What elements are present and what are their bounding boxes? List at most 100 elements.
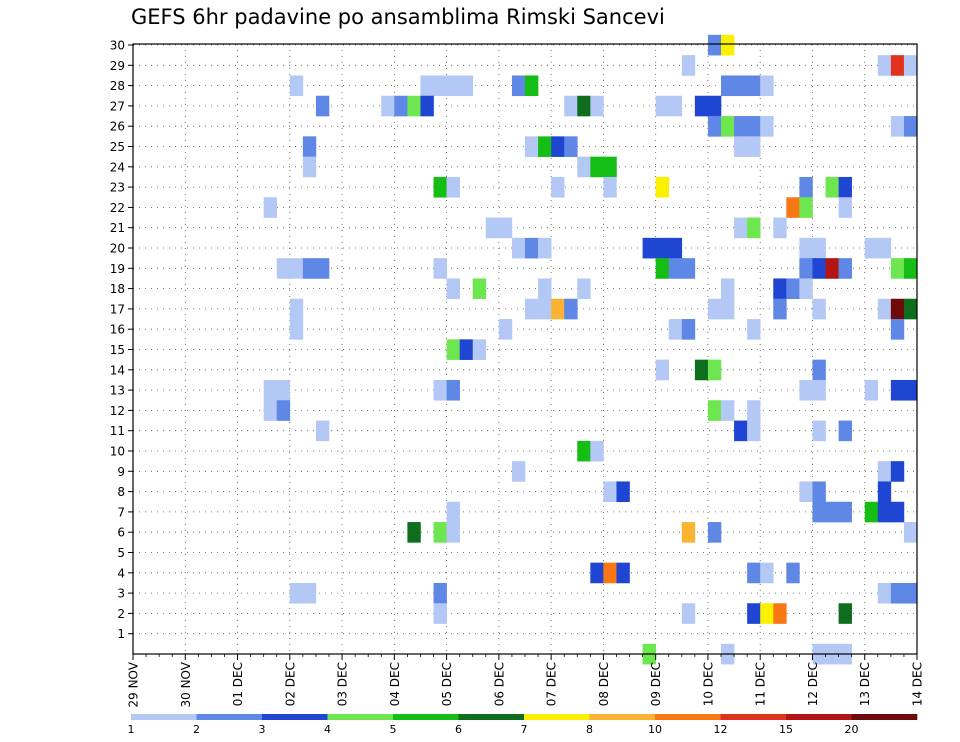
heatmap-cell: [276, 379, 291, 401]
heatmap-cell: [433, 603, 447, 624]
heatmap-cell: [289, 75, 304, 97]
heatmap-cell: [577, 278, 591, 300]
heatmap-cell: [459, 75, 474, 97]
colorbar-segment: [720, 714, 787, 720]
colorbar-label: 4: [324, 723, 331, 736]
heatmap-cell: [838, 420, 852, 442]
heatmap-cell: [655, 95, 670, 117]
heatmap-cell: [302, 156, 317, 178]
heatmap-cell: [903, 582, 918, 604]
heatmap-cell: [433, 75, 447, 97]
colorbar-label: 15: [779, 723, 793, 736]
y-tick-label: 23: [110, 181, 125, 195]
heatmap-cell: [694, 95, 709, 117]
heatmap-cell: [890, 258, 905, 279]
heatmap-cell: [747, 217, 761, 239]
heatmap-cell: [538, 136, 552, 157]
y-tick-label: 21: [110, 221, 125, 235]
plot-frame: [132, 43, 918, 655]
heatmap-cell: [707, 95, 722, 117]
heatmap-cell: [577, 95, 591, 117]
heatmap-cell: [890, 379, 905, 401]
heatmap-cell: [864, 237, 879, 259]
heatmap-cell: [734, 420, 748, 442]
heatmap-cell: [655, 359, 670, 381]
heatmap-cell: [903, 522, 918, 543]
heatmap-cell: [890, 55, 905, 76]
heatmap-cell: [668, 258, 683, 279]
heatmap-cell: [525, 298, 539, 320]
colorbar-label: 12: [714, 723, 728, 736]
x-tick-label: 29 NOV: [127, 661, 141, 707]
heatmap-cell: [420, 95, 434, 117]
heatmap-cell: [407, 522, 421, 543]
heatmap-cell: [446, 75, 460, 97]
heatmap-cell: [707, 359, 722, 381]
colorbar-segment: [458, 714, 525, 720]
heatmap-cell: [381, 95, 395, 117]
y-tick-label: 7: [117, 505, 125, 519]
colorbar-label: 3: [259, 723, 266, 736]
x-tick-label: 04 DEC: [388, 662, 402, 706]
colorbar-segment: [589, 714, 656, 720]
heatmap-cell: [603, 481, 617, 503]
colorbar-label: 20: [845, 723, 859, 736]
heatmap-cell: [590, 95, 604, 117]
heatmap-cell: [760, 603, 774, 624]
heatmap-cell: [538, 298, 552, 320]
heatmap-cell: [773, 298, 787, 320]
heatmap-cell: [681, 319, 696, 340]
colorbar-segment: [327, 714, 394, 720]
y-tick-label: 18: [110, 282, 125, 296]
heatmap-cell: [799, 278, 813, 300]
heatmap-cell: [877, 582, 892, 604]
heatmap-cell: [721, 116, 735, 137]
y-tick-label: 17: [110, 302, 125, 316]
colorbar-label: 8: [586, 723, 593, 736]
heatmap-cell: [564, 298, 578, 320]
colorbar-segment: [131, 714, 197, 720]
heatmap-cell: [433, 582, 447, 604]
heatmap-cell: [890, 298, 905, 320]
colorbar-label: 2: [193, 723, 200, 736]
colorbar-segment: [851, 714, 918, 720]
y-tick-label: 15: [110, 343, 125, 357]
heatmap-cell: [433, 522, 447, 543]
colorbar: 1 2 3 4 5 6 7 8 10 12 15 20: [128, 714, 918, 736]
heatmap-cell: [890, 501, 905, 523]
heatmap-cell: [877, 237, 892, 259]
heatmap-cell: [747, 116, 761, 137]
heatmap-cell: [276, 258, 291, 279]
heatmap-cell: [603, 176, 617, 198]
heatmap-cell: [538, 278, 552, 300]
heatmap-cell: [498, 217, 513, 239]
heatmap-cell: [681, 603, 696, 624]
chart-title: GEFS 6hr padavine po ansamblima Rimski S…: [131, 5, 665, 29]
heatmap-cell: [825, 176, 839, 198]
heatmap-cell: [707, 34, 722, 56]
heatmap-cell: [747, 319, 761, 340]
heatmap-cell: [747, 136, 761, 157]
heatmap-cell: [707, 400, 722, 421]
heatmap-cell: [838, 197, 852, 218]
heatmap-cell: [838, 258, 852, 279]
heatmap-cell: [812, 501, 826, 523]
y-tick-label: 10: [110, 445, 125, 459]
heatmap-cell: [655, 176, 670, 198]
x-tick-label: 13 DEC: [858, 662, 872, 706]
heatmap-cell: [681, 55, 696, 76]
heatmap-cell: [433, 379, 447, 401]
heatmap-cell: [877, 298, 892, 320]
heatmap-cell: [799, 237, 813, 259]
heatmap-cell: [734, 217, 748, 239]
heatmap-cell: [446, 522, 460, 543]
y-tick-label: 19: [110, 262, 125, 276]
heatmap-cell: [616, 562, 630, 584]
heatmap-cell: [446, 501, 460, 523]
heatmap-cell: [707, 522, 722, 543]
y-tick-label: 2: [117, 607, 125, 621]
heatmap-cell: [773, 603, 787, 624]
heatmap-cell: [289, 582, 304, 604]
heatmap-cell: [564, 136, 578, 157]
gridlines: [133, 44, 917, 654]
